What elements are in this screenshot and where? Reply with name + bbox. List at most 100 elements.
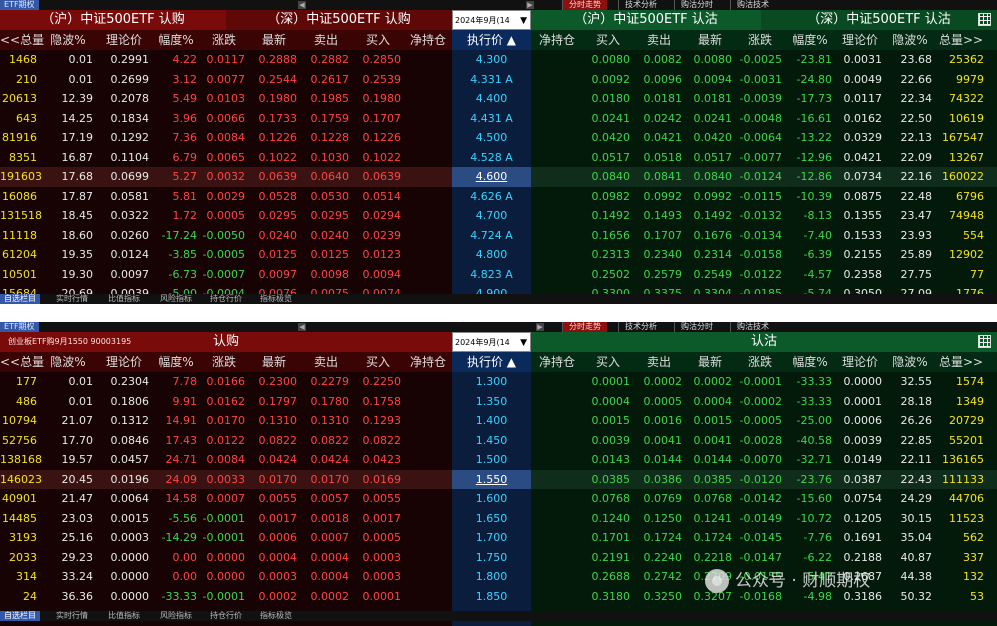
put-cell[interactable]: 111133 bbox=[942, 472, 984, 486]
call-cell[interactable]: 0.01 bbox=[68, 72, 94, 86]
put-cell[interactable]: 0.0000 bbox=[843, 375, 883, 388]
strike-cell[interactable]: 4.528 A bbox=[470, 150, 513, 164]
call-cell[interactable] bbox=[404, 50, 452, 70]
call-cell[interactable]: 0.2539 bbox=[362, 72, 402, 86]
put-cell[interactable]: 0.2502 bbox=[591, 267, 631, 281]
put-cell[interactable]: 0.0180 bbox=[591, 92, 631, 105]
call-col-header[interactable]: 幅度% bbox=[158, 33, 194, 47]
call-cell[interactable]: 0.0423 bbox=[362, 453, 402, 466]
put-cell[interactable] bbox=[531, 528, 583, 548]
put-col-header[interactable]: 卖出 bbox=[646, 33, 671, 47]
call-cell[interactable]: 0.0005 bbox=[206, 209, 246, 222]
put-cell[interactable]: 0.0241 bbox=[591, 111, 631, 125]
call-col-header[interactable]: 最新 bbox=[261, 33, 286, 47]
put-cell[interactable]: 0.0385 bbox=[693, 472, 733, 486]
call-cell[interactable]: 191603 bbox=[0, 170, 42, 183]
call-cell[interactable]: -0.0050 bbox=[202, 228, 245, 242]
put-cell[interactable]: 22.85 bbox=[900, 433, 933, 447]
put-cell[interactable]: -0.0039 bbox=[739, 92, 782, 105]
call-cell[interactable]: -17.24 bbox=[161, 228, 197, 242]
put-cell[interactable]: 0.0754 bbox=[843, 492, 883, 505]
call-cell[interactable]: 0.1310 bbox=[310, 414, 350, 427]
call-cell[interactable]: 9.91 bbox=[172, 394, 198, 408]
call-cell[interactable]: 0.1022 bbox=[258, 150, 298, 164]
tab-call-put-intraday[interactable]: 购沽分时 bbox=[674, 0, 719, 10]
call-cell[interactable]: 0.0015 bbox=[110, 511, 150, 525]
put-cell[interactable]: 0.0096 bbox=[643, 72, 683, 86]
call-cell[interactable]: 29.23 bbox=[61, 550, 94, 564]
call-cell[interactable]: 0.0639 bbox=[362, 170, 402, 183]
call-col-header[interactable]: 净持仓 bbox=[409, 355, 446, 369]
call-cell[interactable] bbox=[404, 372, 452, 392]
call-cell[interactable]: 0.1226 bbox=[258, 131, 298, 144]
table-row[interactable]: 61204 19.35 0.0124 -3.85 -0.0005 0.0125 0.0125… bbox=[0, 245, 997, 265]
call-cell[interactable] bbox=[404, 148, 452, 168]
bottom-tab[interactable]: 自选栏目 bbox=[0, 611, 40, 621]
table-row[interactable]: 14485 23.03 0.0015 -5.56 -0.0001 0.0017 0.0018… bbox=[0, 508, 997, 528]
put-cell[interactable]: 0.0049 bbox=[843, 72, 883, 86]
put-cell[interactable]: 0.0768 bbox=[591, 492, 631, 505]
put-cell[interactable]: -0.0070 bbox=[739, 453, 782, 466]
call-cell[interactable]: 0.1310 bbox=[258, 414, 298, 427]
call-cell[interactable]: 14485 bbox=[2, 511, 37, 525]
put-cell[interactable]: 0.0875 bbox=[843, 189, 883, 203]
call-cell[interactable]: 0.0528 bbox=[258, 189, 298, 203]
put-cell[interactable]: 0.1492 bbox=[693, 209, 733, 222]
put-cell[interactable] bbox=[531, 450, 583, 470]
put-cell[interactable]: -33.33 bbox=[796, 375, 832, 388]
put-cell[interactable]: 0.0002 bbox=[643, 375, 683, 388]
call-cell[interactable]: 14.58 bbox=[165, 492, 198, 505]
bottom-tab[interactable]: 风险指标 bbox=[160, 611, 192, 620]
put-cell[interactable]: 0.2358 bbox=[843, 267, 883, 281]
put-cell[interactable]: 22.11 bbox=[900, 453, 933, 466]
call-cell[interactable]: 20.45 bbox=[61, 472, 94, 486]
put-cell[interactable]: 0.0005 bbox=[643, 394, 683, 408]
call-cell[interactable]: -0.0007 bbox=[202, 267, 245, 281]
put-cell[interactable]: 0.0181 bbox=[643, 92, 683, 105]
strike-cell[interactable]: 4.431 A bbox=[470, 111, 513, 125]
call-cell[interactable]: 0.0077 bbox=[206, 72, 246, 86]
put-cell[interactable]: 0.1492 bbox=[591, 209, 631, 222]
call-cell[interactable]: 0.0822 bbox=[310, 433, 350, 447]
put-cell[interactable]: -0.0149 bbox=[739, 511, 782, 525]
put-cell[interactable]: 0.3186 bbox=[843, 589, 883, 603]
put-cell[interactable]: 0.2155 bbox=[843, 248, 883, 261]
put-cell[interactable]: -0.0142 bbox=[739, 492, 782, 505]
put-cell[interactable]: 0.0386 bbox=[643, 472, 683, 486]
call-cell[interactable]: 0.1707 bbox=[362, 111, 402, 125]
strike-cell[interactable]: 4.823 A bbox=[470, 267, 513, 281]
call-cell[interactable]: 0.0006 bbox=[258, 531, 298, 544]
put-cell[interactable]: 22.09 bbox=[900, 150, 933, 164]
call-cell[interactable]: 0.0117 bbox=[206, 53, 246, 66]
put-cell[interactable] bbox=[531, 128, 583, 148]
call-cell[interactable]: 0.0098 bbox=[310, 267, 350, 281]
call-cell[interactable]: 0.0239 bbox=[362, 228, 402, 242]
call-col-header[interactable]: <<总量 bbox=[0, 33, 45, 47]
call-cell[interactable]: 0.1980 bbox=[362, 92, 402, 105]
strike-cell[interactable]: 4.600 bbox=[475, 170, 508, 183]
put-cell[interactable]: 0.0041 bbox=[693, 433, 733, 447]
call-cell[interactable]: 0.0322 bbox=[110, 209, 150, 222]
put-cell[interactable]: 0.0031 bbox=[843, 53, 883, 66]
strike-cell[interactable]: 1.700 bbox=[475, 531, 508, 544]
put-cell[interactable] bbox=[531, 489, 583, 509]
call-cell[interactable]: 8351 bbox=[9, 150, 37, 164]
call-cell[interactable]: 2033 bbox=[9, 550, 37, 564]
call-cell[interactable]: 0.2882 bbox=[310, 53, 350, 66]
call-cell[interactable] bbox=[404, 548, 452, 568]
put-cell[interactable]: 25.89 bbox=[900, 248, 933, 261]
call-cell[interactable]: 0.0000 bbox=[206, 570, 246, 583]
call-cell[interactable]: 0.0033 bbox=[206, 472, 246, 486]
call-cell[interactable]: 0.1834 bbox=[110, 111, 150, 125]
put-cell[interactable]: 0.0144 bbox=[643, 453, 683, 466]
call-cell[interactable]: -0.0005 bbox=[202, 248, 245, 261]
call-cell[interactable]: 0.0004 bbox=[258, 550, 298, 564]
put-cell[interactable]: 20729 bbox=[949, 414, 984, 427]
put-cell[interactable]: -4.57 bbox=[803, 267, 832, 281]
call-cell[interactable]: 177 bbox=[16, 375, 37, 388]
put-cell[interactable] bbox=[531, 372, 583, 392]
call-col-header[interactable]: 买入 bbox=[365, 355, 390, 369]
put-cell[interactable]: 0.2240 bbox=[643, 550, 683, 564]
strike-cell[interactable]: 4.400 bbox=[475, 92, 508, 105]
put-cell[interactable]: 0.0241 bbox=[693, 111, 733, 125]
